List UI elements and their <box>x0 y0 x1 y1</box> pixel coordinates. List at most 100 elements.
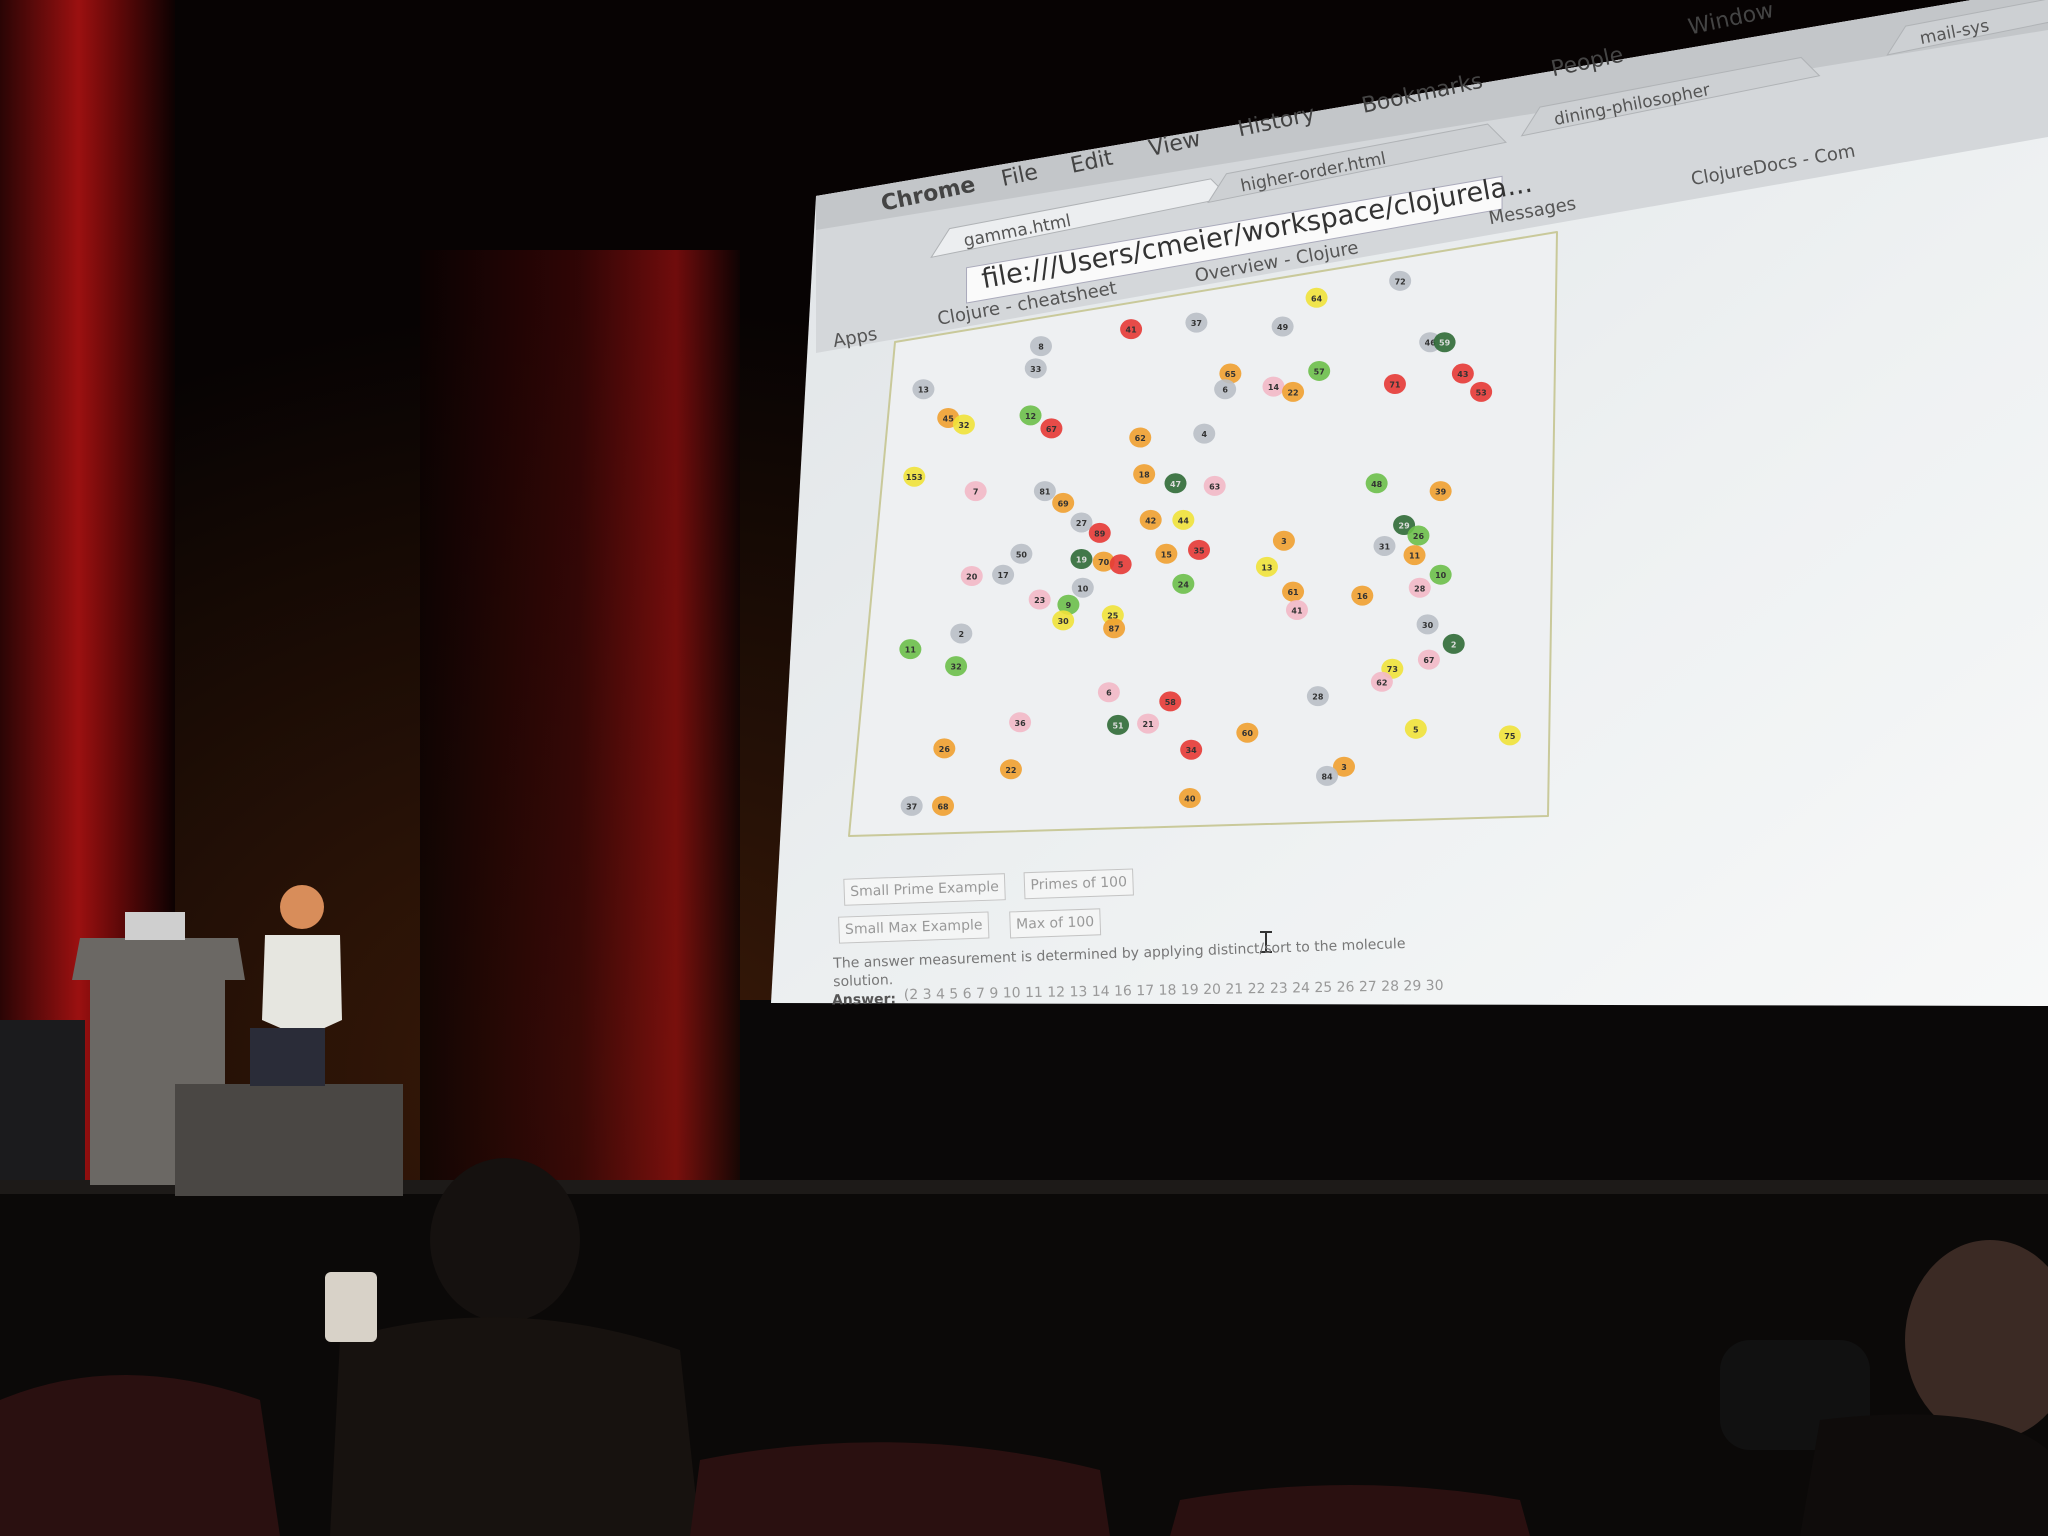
molecule <box>1024 358 1047 379</box>
molecule-label: 2 <box>1451 640 1457 649</box>
molecule-label: 67 <box>1423 656 1434 665</box>
molecule <box>1203 475 1226 496</box>
molecule-label: 49 <box>1277 323 1289 332</box>
molecule-label: 53 <box>1476 388 1487 397</box>
molecule <box>1373 535 1396 556</box>
button[interactable] <box>838 911 990 944</box>
molecule <box>1092 551 1115 572</box>
molecule-label: 19 <box>1076 556 1088 565</box>
seat <box>690 1442 1110 1536</box>
molecule <box>1103 618 1126 639</box>
molecule-label: 13 <box>1261 563 1272 572</box>
molecule <box>1262 376 1285 397</box>
menu-bar <box>816 0 2048 230</box>
button[interactable] <box>1023 868 1134 900</box>
molecule-label: 29 <box>1399 522 1411 531</box>
molecule-label: 41 <box>1291 606 1303 615</box>
molecule-label: 6 <box>1222 386 1228 395</box>
molecule-label: 25 <box>1107 612 1119 621</box>
seat <box>1170 1485 1530 1536</box>
molecule-label: 84 <box>1321 772 1333 781</box>
text-cursor <box>1260 931 1272 953</box>
table <box>0 1020 85 1180</box>
molecule-label: 5 <box>1118 561 1124 570</box>
molecule-label: 65 <box>1225 370 1237 379</box>
speaker-head <box>280 885 324 929</box>
molecule-label: 2 <box>959 630 965 639</box>
molecule-label: 57 <box>1314 367 1325 376</box>
seat <box>0 1375 280 1536</box>
molecule <box>1470 381 1493 402</box>
molecule <box>1052 492 1075 513</box>
molecule <box>1255 556 1278 577</box>
molecule <box>1306 686 1329 707</box>
molecule <box>899 639 922 660</box>
audience-body <box>330 1317 700 1536</box>
molecule <box>1389 270 1412 291</box>
coffee-cup <box>325 1272 377 1342</box>
mid-curtain <box>420 250 740 1190</box>
molecule-label: 43 <box>1457 370 1468 379</box>
molecule <box>1172 573 1195 594</box>
molecule-label: 27 <box>1076 519 1087 528</box>
molecule-label: 30 <box>1422 621 1434 630</box>
description: solution. <box>833 972 893 990</box>
molecule-label: 73 <box>1387 665 1398 674</box>
molecule-label: 22 <box>1005 766 1016 775</box>
molecule-label: 64 <box>1311 294 1323 303</box>
url-bar <box>966 175 1503 304</box>
molecule <box>1028 589 1051 610</box>
molecule-label: 71 <box>1389 381 1401 390</box>
molecule-label: 72 <box>1395 277 1406 286</box>
molecule-label: 67 <box>1046 425 1057 434</box>
molecule <box>1403 545 1426 566</box>
molecule <box>1052 610 1075 631</box>
molecule-label: 68 <box>937 802 949 811</box>
molecule <box>1040 418 1063 439</box>
molecule <box>1137 713 1160 734</box>
molecule-label: 3 <box>1281 537 1287 546</box>
molecule-label: 23 <box>1034 596 1045 605</box>
molecule <box>1009 712 1032 733</box>
molecule <box>1236 722 1259 743</box>
answer-label: Answer: <box>832 991 896 1008</box>
molecule-label: 75 <box>1504 732 1516 741</box>
molecule <box>1383 374 1406 394</box>
button-label: Small Max Example <box>845 917 983 938</box>
molecule <box>1305 287 1328 308</box>
molecule <box>999 759 1022 780</box>
molecule-label: 22 <box>1287 388 1298 397</box>
button[interactable] <box>1009 908 1102 939</box>
molecule <box>1451 363 1474 384</box>
molecule-label: 36 <box>1015 719 1027 728</box>
molecule <box>1057 594 1080 615</box>
molecule-label: 41 <box>1126 326 1138 335</box>
molecule <box>945 656 968 677</box>
molecule <box>1351 585 1374 606</box>
molecule-label: 35 <box>1193 546 1205 555</box>
molecule-label: 61 <box>1287 588 1299 597</box>
molecule-label: 32 <box>951 663 962 672</box>
molecule <box>950 623 973 644</box>
molecule-label: 33 <box>1030 365 1041 374</box>
molecule-label: 46 <box>1425 339 1437 348</box>
molecule-label: 153 <box>906 473 923 482</box>
molecule <box>964 481 987 502</box>
molecule <box>1180 739 1203 760</box>
molecule <box>1164 473 1187 494</box>
molecule-label: 60 <box>1242 729 1254 738</box>
molecule-label: 10 <box>1077 584 1089 593</box>
molecule <box>1107 714 1130 735</box>
molecule-label: 48 <box>1371 480 1383 489</box>
molecule-label: 87 <box>1109 625 1120 634</box>
molecule <box>1193 423 1216 444</box>
laptop <box>125 912 185 940</box>
molecule <box>1188 539 1211 560</box>
button[interactable] <box>843 873 1006 906</box>
molecule <box>1071 577 1094 598</box>
molecule-label: 18 <box>1139 471 1151 480</box>
molecule <box>1498 725 1521 746</box>
molecule-label: 14 <box>1268 383 1280 392</box>
molecule <box>1285 599 1308 620</box>
